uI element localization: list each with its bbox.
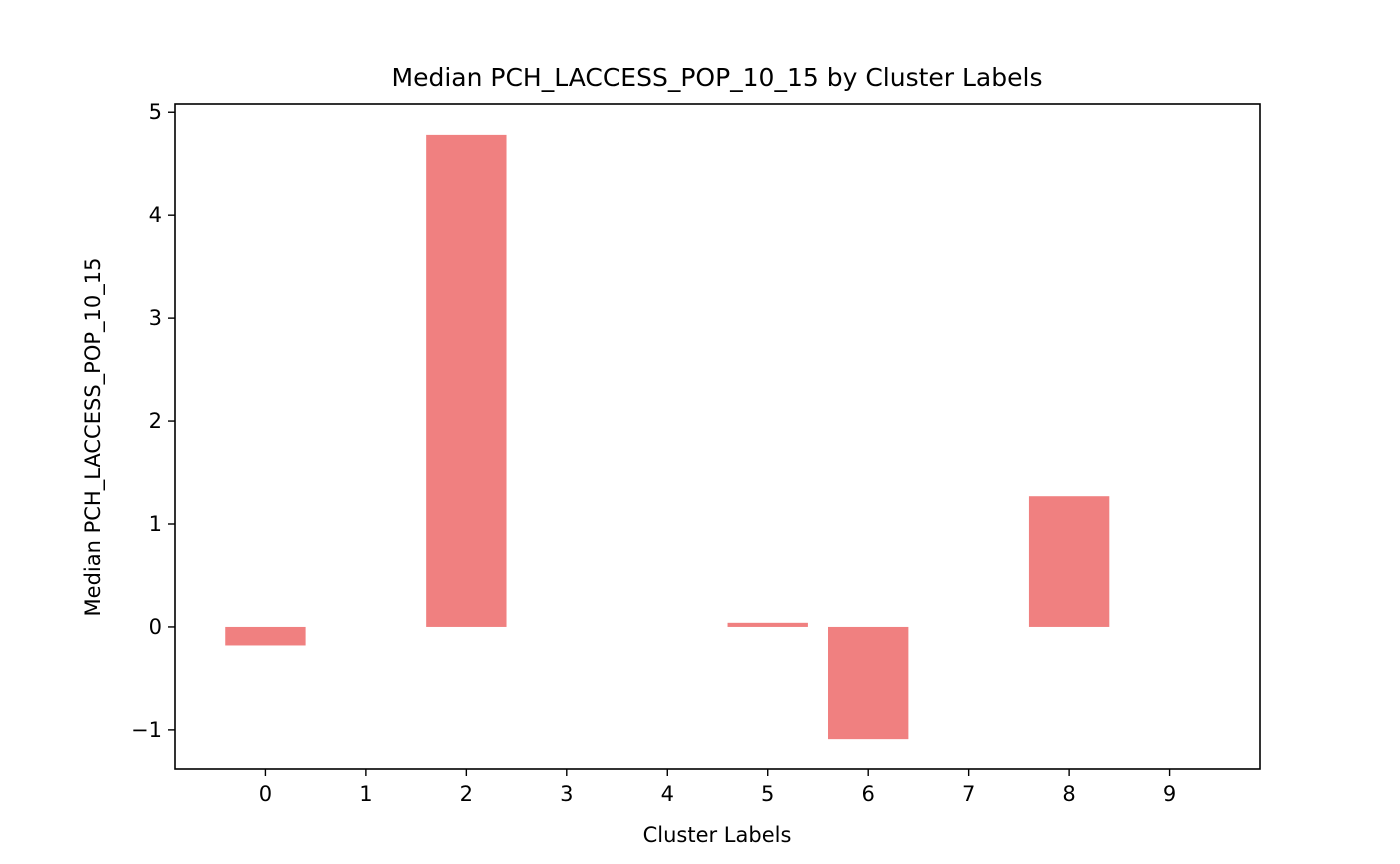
y-tick-label: −1 — [131, 718, 162, 742]
x-axis-label: Cluster Labels — [643, 823, 792, 847]
y-axis: −1 0 1 2 3 4 5 — [131, 100, 175, 742]
x-tick-label: 4 — [661, 782, 674, 806]
x-tick-label: 1 — [359, 782, 372, 806]
x-tick-label: 5 — [761, 782, 774, 806]
x-tick-label: 2 — [460, 782, 473, 806]
y-axis-label: Median PCH_LACCESS_POP_10_15 — [81, 258, 106, 617]
x-tick-label: 0 — [259, 782, 272, 806]
y-tick-label: 0 — [149, 615, 162, 639]
x-tick-label: 3 — [560, 782, 573, 806]
y-tick-label: 3 — [149, 306, 162, 330]
bar-5 — [727, 622, 808, 627]
bar-6 — [828, 626, 909, 740]
x-tick-label: 8 — [1062, 782, 1075, 806]
chart-title: Median PCH_LACCESS_POP_10_15 by Cluster … — [392, 63, 1043, 92]
bar-0 — [225, 626, 306, 646]
x-tick-label: 6 — [862, 782, 875, 806]
y-tick-label: 5 — [149, 100, 162, 124]
x-tick-label: 7 — [962, 782, 975, 806]
x-axis: 0 1 2 3 4 5 6 7 8 9 — [259, 769, 1176, 806]
bar-8 — [1028, 496, 1110, 627]
bars — [225, 134, 1110, 740]
x-tick-label: 9 — [1163, 782, 1176, 806]
y-tick-label: 1 — [149, 512, 162, 536]
bar-2 — [426, 134, 507, 627]
y-tick-label: 4 — [149, 203, 162, 227]
y-tick-label: 2 — [149, 409, 162, 433]
plot-frame — [174, 103, 1261, 770]
